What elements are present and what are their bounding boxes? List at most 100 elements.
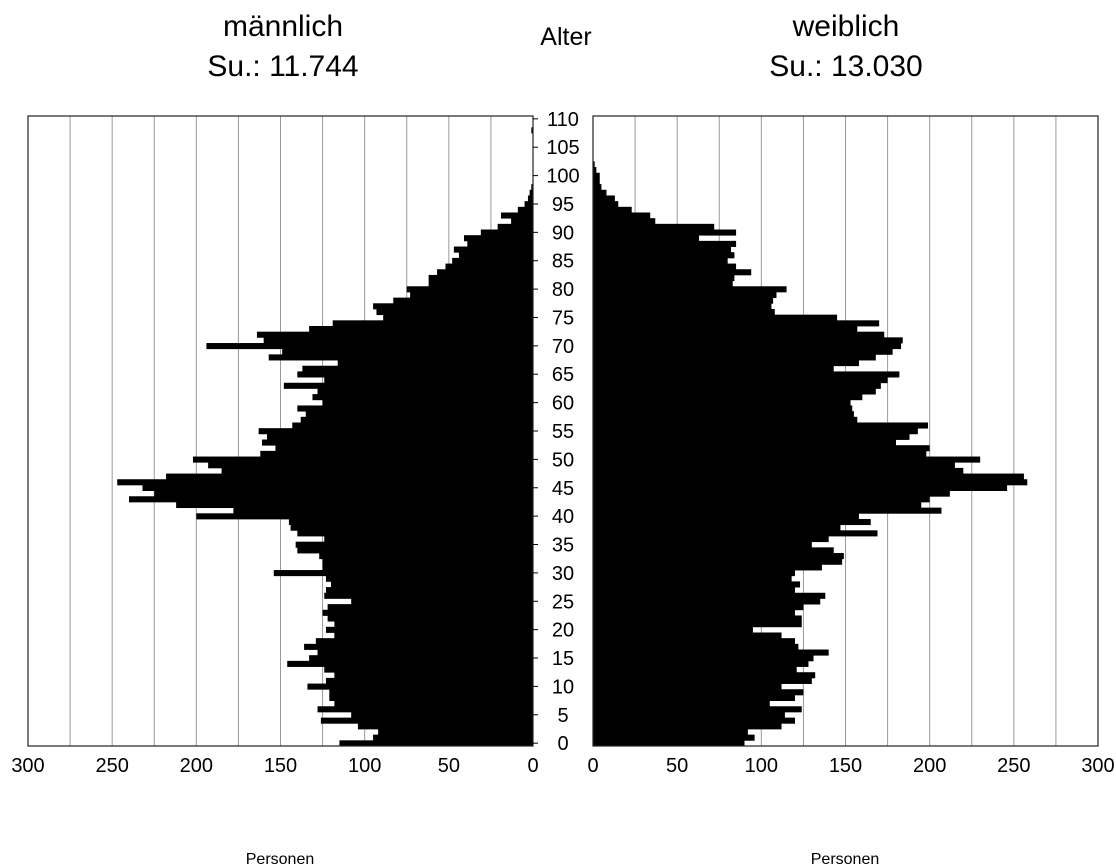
- bar-left-age-67: [337, 360, 533, 367]
- bar-right-age-46: [593, 479, 1028, 486]
- bar-right-age-91: [593, 223, 715, 230]
- bar-right-age-58: [593, 411, 854, 418]
- age-tick-label: 10: [552, 676, 574, 698]
- bar-left-age-35: [295, 541, 533, 548]
- bar-right-age-65: [593, 371, 900, 378]
- bar-right-age-84: [593, 263, 737, 270]
- bar-left-age-70: [206, 343, 533, 350]
- bar-right-age-33: [593, 553, 844, 560]
- bar-right-age-72: [593, 331, 885, 338]
- bar-right-age-22: [593, 615, 802, 622]
- bar-right-age-85: [593, 257, 728, 264]
- age-tick-label: 60: [552, 393, 574, 415]
- bar-right-age-52: [593, 445, 930, 452]
- bar-left-age-7: [334, 700, 533, 707]
- bar-left-age-88: [467, 240, 533, 247]
- bar-left-age-73: [309, 326, 533, 333]
- bar-right-age-61: [593, 394, 863, 401]
- bar-left-age-77: [373, 303, 533, 310]
- female-bars: [593, 161, 1028, 747]
- bar-left-age-15: [309, 655, 533, 662]
- bar-right-age-0: [593, 740, 745, 747]
- male-x-axis: 0 50 100 150 200 250 300: [11, 755, 538, 777]
- bar-right-age-2: [593, 728, 748, 736]
- bar-right-age-1: [593, 734, 755, 741]
- male-x-tick-label: 100: [348, 755, 381, 777]
- bar-right-age-93: [593, 212, 651, 219]
- bar-left-age-43: [129, 496, 533, 503]
- bar-right-age-67: [593, 360, 859, 367]
- bar-right-age-99: [593, 178, 600, 185]
- bar-right-age-100: [593, 172, 600, 179]
- age-axis: 0 5 10 15 20 25 30 35 40 45 50 55 60 65 70 75 80 85 90 95 10…: [533, 109, 580, 755]
- bar-left-age-84: [445, 263, 533, 270]
- bar-right-age-56: [593, 422, 928, 429]
- bar-right-age-10: [593, 683, 782, 690]
- female-x-tick-label: 200: [913, 755, 946, 777]
- age-tick-label: 30: [552, 563, 574, 585]
- bar-left-age-51: [260, 450, 533, 457]
- bar-right-age-78: [593, 297, 774, 304]
- bar-left-age-8: [329, 694, 533, 701]
- bar-right-age-14: [593, 660, 809, 667]
- age-tick-label: 45: [552, 478, 574, 500]
- bar-left-age-53: [261, 439, 533, 446]
- bar-left-age-21: [334, 621, 533, 628]
- age-tick-label: 80: [552, 279, 574, 301]
- male-x-tick-label: 50: [438, 755, 460, 777]
- bar-right-age-62: [593, 388, 876, 395]
- female-x-tick-label: 300: [1081, 755, 1114, 777]
- bar-right-age-32: [593, 558, 843, 565]
- bar-right-age-53: [593, 439, 896, 446]
- bar-left-age-83: [437, 269, 533, 276]
- age-tick-label: 15: [552, 648, 574, 670]
- bar-left-age-31: [322, 564, 533, 571]
- bar-left-age-5: [351, 711, 533, 719]
- bar-left-age-64: [324, 377, 533, 384]
- bar-left-age-93: [501, 212, 533, 219]
- female-panel-frame: [592, 115, 1099, 747]
- age-axis-title: Alter: [540, 23, 591, 51]
- bar-right-age-57: [593, 416, 858, 423]
- bar-right-age-43: [593, 496, 930, 503]
- bar-right-age-9: [593, 689, 804, 696]
- bar-left-age-38: [290, 524, 533, 531]
- bar-right-age-75: [593, 314, 838, 321]
- bar-right-age-50: [593, 456, 981, 463]
- bar-right-age-45: [593, 484, 1008, 491]
- bar-right-age-63: [593, 382, 881, 389]
- male-title: männlich: [223, 10, 343, 43]
- bar-right-age-20: [593, 626, 753, 633]
- female-sum: Su.: 13.030: [769, 50, 922, 83]
- female-x-axis: 0 50 100 150 200 250 300: [587, 755, 1114, 777]
- bar-left-age-54: [267, 433, 533, 440]
- bar-left-age-28: [331, 581, 533, 588]
- bar-left-age-18: [315, 638, 533, 645]
- bar-left-age-42: [176, 501, 533, 509]
- bar-left-age-26: [324, 592, 533, 599]
- bar-left-age-82: [428, 274, 533, 281]
- bar-right-age-55: [593, 428, 918, 435]
- bar-right-age-82: [593, 274, 735, 281]
- bar-right-age-60: [593, 399, 851, 406]
- bar-right-age-34: [593, 547, 834, 554]
- bar-right-age-70: [593, 343, 902, 350]
- age-tick-label: 20: [552, 620, 574, 642]
- bar-right-age-25: [593, 598, 821, 605]
- bar-left-age-75: [383, 314, 533, 321]
- bar-left-age-14: [287, 660, 533, 667]
- bar-left-age-40: [196, 513, 533, 520]
- female-x-tick-label: 0: [587, 755, 598, 777]
- bar-right-age-71: [593, 337, 903, 344]
- bar-left-age-37: [297, 530, 533, 537]
- bar-left-age-56: [292, 422, 533, 429]
- female-x-axis-label: Personen: [811, 851, 880, 866]
- bar-right-age-92: [593, 218, 656, 225]
- male-x-tick-label: 250: [95, 755, 128, 777]
- age-tick-label: 100: [546, 166, 579, 188]
- bar-right-age-80: [593, 286, 787, 293]
- bar-right-age-79: [593, 291, 777, 299]
- bar-left-age-108: [531, 127, 533, 134]
- bar-right-age-94: [593, 206, 632, 213]
- bar-left-age-22: [327, 615, 533, 622]
